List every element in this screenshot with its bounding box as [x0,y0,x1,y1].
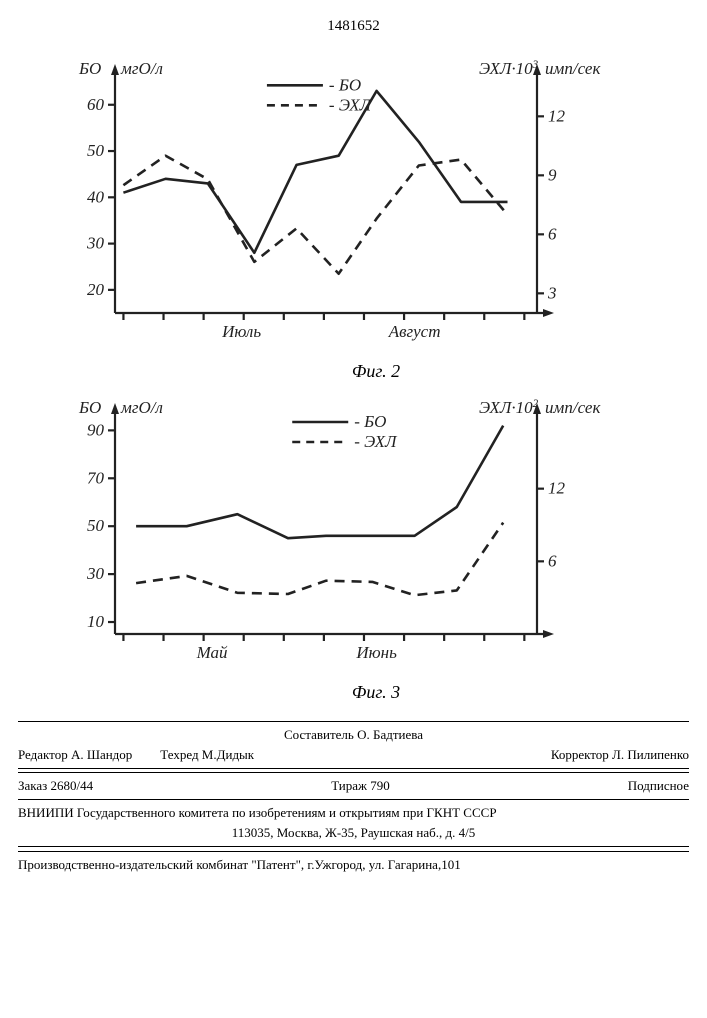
imprint-block: Составитель О. Бадтиева Редактор А. Шанд… [0,721,707,875]
corrector: Корректор Л. Пилипенко [551,747,689,763]
subscription: Подписное [628,778,689,794]
svg-text:30: 30 [86,234,105,253]
svg-text:50: 50 [87,141,105,160]
svg-text:ЭХЛ·103: ЭХЛ·103 [479,59,539,78]
editor: Редактор А. Шандор [18,747,132,763]
chart-1-svg: 20 30 40 50 60 БО мгO/л 3 6 9 12 ЭХЛ·103 имп/сек Июль… [45,47,615,357]
svg-text:12: 12 [548,479,566,498]
svg-text:30: 30 [86,564,105,583]
compiler: Составитель О. Бадтиева [18,725,689,745]
svg-text:60: 60 [87,95,105,114]
addr1: 113035, Москва, Ж-35, Раушская наб., д. … [18,823,689,843]
svg-text:70: 70 [87,468,105,487]
caption-1: Фиг. 2 [45,361,707,382]
chart-2-svg: 10 30 50 70 90 БО мгO/л 6 12 ЭХЛ·102 имп/сек Май Июн… [45,388,615,678]
order: Заказ 2680/44 [18,778,93,794]
svg-text:имп/сек: имп/сек [545,398,601,417]
svg-text:- БО: - БО [354,412,386,431]
svg-text:3: 3 [547,283,557,302]
svg-text:40: 40 [87,187,105,206]
svg-text:Июнь: Июнь [355,643,397,662]
org1: ВНИИПИ Государственного комитета по изоб… [18,803,689,823]
svg-text:9: 9 [548,165,557,184]
svg-text:Август: Август [388,322,441,341]
svg-text:12: 12 [548,106,566,125]
svg-text:90: 90 [87,420,105,439]
page-number: 1481652 [0,18,707,35]
svg-text:Июль: Июль [221,322,261,341]
svg-text:Май: Май [196,643,228,662]
svg-text:6: 6 [548,551,557,570]
svg-text:мгO/л: мгO/л [120,398,163,417]
svg-text:БО: БО [78,59,101,78]
chart-2: 10 30 50 70 90 БО мгO/л 6 12 ЭХЛ·102 имп/сек Май Июн… [45,388,707,703]
svg-text:мгO/л: мгO/л [120,59,163,78]
svg-text:50: 50 [87,516,105,535]
svg-text:- БО: - БО [329,75,361,94]
svg-text:БО: БО [78,398,101,417]
svg-text:- ЭХЛ: - ЭХЛ [354,432,398,451]
chart-1: 20 30 40 50 60 БО мгO/л 3 6 9 12 ЭХЛ·103 имп/сек Июль… [45,47,707,382]
svg-text:6: 6 [548,224,557,243]
svg-text:- ЭХЛ: - ЭХЛ [329,95,373,114]
svg-text:ЭХЛ·102: ЭХЛ·102 [479,398,539,417]
tiraz: Тираж 790 [331,778,390,794]
org2: Производственно-издательский комбинат "П… [18,855,689,875]
techred: Техред М.Дидык [160,747,254,763]
svg-text:10: 10 [87,612,105,631]
svg-text:имп/сек: имп/сек [545,59,601,78]
caption-2: Фиг. 3 [45,682,707,703]
svg-text:20: 20 [87,280,105,299]
